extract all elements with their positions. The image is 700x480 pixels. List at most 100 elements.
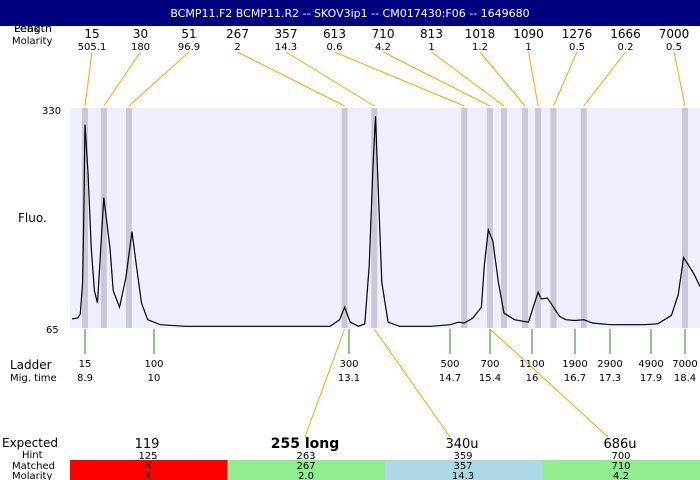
matched-value: X	[145, 461, 152, 472]
peak-band	[501, 108, 507, 328]
peak-connector	[334, 51, 465, 107]
peak-connector	[237, 51, 345, 107]
ladder-size-label: 1900	[562, 359, 587, 370]
hint-value: 700	[611, 451, 630, 462]
expected-value: 686u	[603, 437, 636, 452]
peak-connector	[103, 51, 141, 107]
peak-length-label: 357	[275, 27, 298, 41]
molarity-value: 4.2	[613, 471, 629, 480]
hint-row-label: Hint	[22, 450, 43, 461]
matched-value: 357	[453, 461, 472, 472]
peak-length-label: 613	[323, 27, 346, 41]
hint-value: 125	[138, 451, 157, 462]
peak-connector	[673, 51, 686, 107]
ladder-mig-label: 16.7	[564, 373, 586, 384]
peak-band	[82, 108, 88, 328]
peak-molarity-label: 1	[428, 42, 434, 53]
ladder-mig-label: 10	[148, 373, 161, 384]
peak-label-row1: Peak	[14, 22, 41, 35]
ladder-mig-label: 17.3	[599, 373, 621, 384]
ladder-mig-label: 15.4	[479, 373, 501, 384]
peak-connector	[528, 51, 539, 107]
mig-time-row-label: Mig. time	[10, 373, 57, 384]
peak-band	[461, 108, 468, 328]
peak-band	[371, 108, 378, 328]
ladder-size-label: 7000	[672, 359, 697, 370]
expected-value: 340u	[445, 437, 478, 452]
peak-molarity-label: 4.2	[375, 42, 391, 53]
expected-connector	[373, 328, 451, 438]
peak-molarity-label: 505.1	[78, 42, 107, 53]
peak-band	[100, 108, 107, 328]
ladder-mig-label: 18.4	[674, 373, 696, 384]
plot-area	[70, 108, 700, 328]
ladder-size-label: 2900	[597, 359, 622, 370]
ladder-size-label: 1100	[519, 359, 544, 370]
peak-band	[487, 108, 493, 328]
peak-connector	[84, 51, 93, 107]
match-cell	[542, 460, 700, 480]
peak-connector	[431, 51, 505, 107]
ladder-size-label: 4900	[638, 359, 663, 370]
peak-molarity-label: 180	[131, 42, 150, 53]
matched-value: 710	[611, 461, 630, 472]
peak-length-label: 51	[181, 27, 196, 41]
molarity-value: 2.0	[298, 471, 314, 480]
peak-label-row2: Length	[14, 22, 52, 35]
peak-band	[682, 108, 688, 328]
hint-value: 359	[453, 451, 472, 462]
peak-length-label: 15	[84, 27, 99, 41]
ladder-mig-label: 8.9	[77, 373, 93, 384]
ladder-size-label: 15	[79, 359, 92, 370]
match-cell	[227, 460, 385, 480]
ladder-size-label: 700	[480, 359, 499, 370]
fluorescence-trace	[71, 116, 700, 327]
peak-molarity-label: 96.9	[178, 42, 200, 53]
peak-band	[550, 108, 557, 328]
match-cell	[385, 460, 543, 480]
ladder-size-label: 300	[339, 359, 358, 370]
peak-band	[535, 108, 542, 328]
expected-value: 119	[135, 437, 160, 452]
peak-band	[125, 108, 132, 328]
y-axis-bottom-label: 65	[46, 325, 59, 336]
peak-length-label: 1090	[513, 27, 544, 41]
fluo-axis-label: Fluo.	[18, 211, 47, 225]
ladder-mig-label: 13.1	[338, 373, 360, 384]
peak-connector	[285, 51, 375, 107]
ladder-size-label: 500	[440, 359, 459, 370]
peak-connector	[583, 51, 626, 107]
ladder-size-label: 100	[144, 359, 163, 370]
peak-length-label: 1018	[465, 27, 496, 41]
matched-row-label: Matched	[12, 461, 55, 472]
peak-connector	[553, 51, 578, 107]
peak-molarity-label: 0.2	[618, 42, 634, 53]
ladder-row-label: Ladder	[10, 358, 52, 372]
match-cell	[70, 460, 228, 480]
peak-length-label: 1666	[610, 27, 641, 41]
peak-length-label: 1276	[562, 27, 593, 41]
ladder-mig-label: 14.7	[439, 373, 461, 384]
ladder-mig-label: 17.9	[640, 373, 662, 384]
peak-molarity-label: 14.3	[275, 42, 297, 53]
peak-molarity-label: 0.5	[666, 42, 682, 53]
peak-length-label: 710	[372, 27, 395, 41]
peak-molarity-label: 2	[234, 42, 240, 53]
molarity-row-label: Molarity	[12, 36, 52, 47]
y-axis-top-label: 330	[42, 106, 61, 117]
peak-length-label: 813	[420, 27, 443, 41]
peak-length-label: 7000	[659, 27, 690, 41]
expected-connector	[489, 328, 609, 438]
expected-row-label: Expected	[2, 436, 58, 450]
peak-length-label: 30	[133, 27, 148, 41]
peak-molarity-label: 1.2	[472, 42, 488, 53]
peak-length-label: 267	[226, 27, 249, 41]
peak-band	[522, 108, 528, 328]
peak-band	[580, 108, 587, 328]
molarity-value: 14.3	[452, 471, 474, 480]
peak-connector	[382, 51, 491, 107]
peak-connector	[128, 51, 190, 107]
chart-title: BCMP11.F2 BCMP11.R2 -- SKOV3ip1 -- CM017…	[0, 0, 700, 26]
molarity-value: X	[145, 471, 152, 480]
